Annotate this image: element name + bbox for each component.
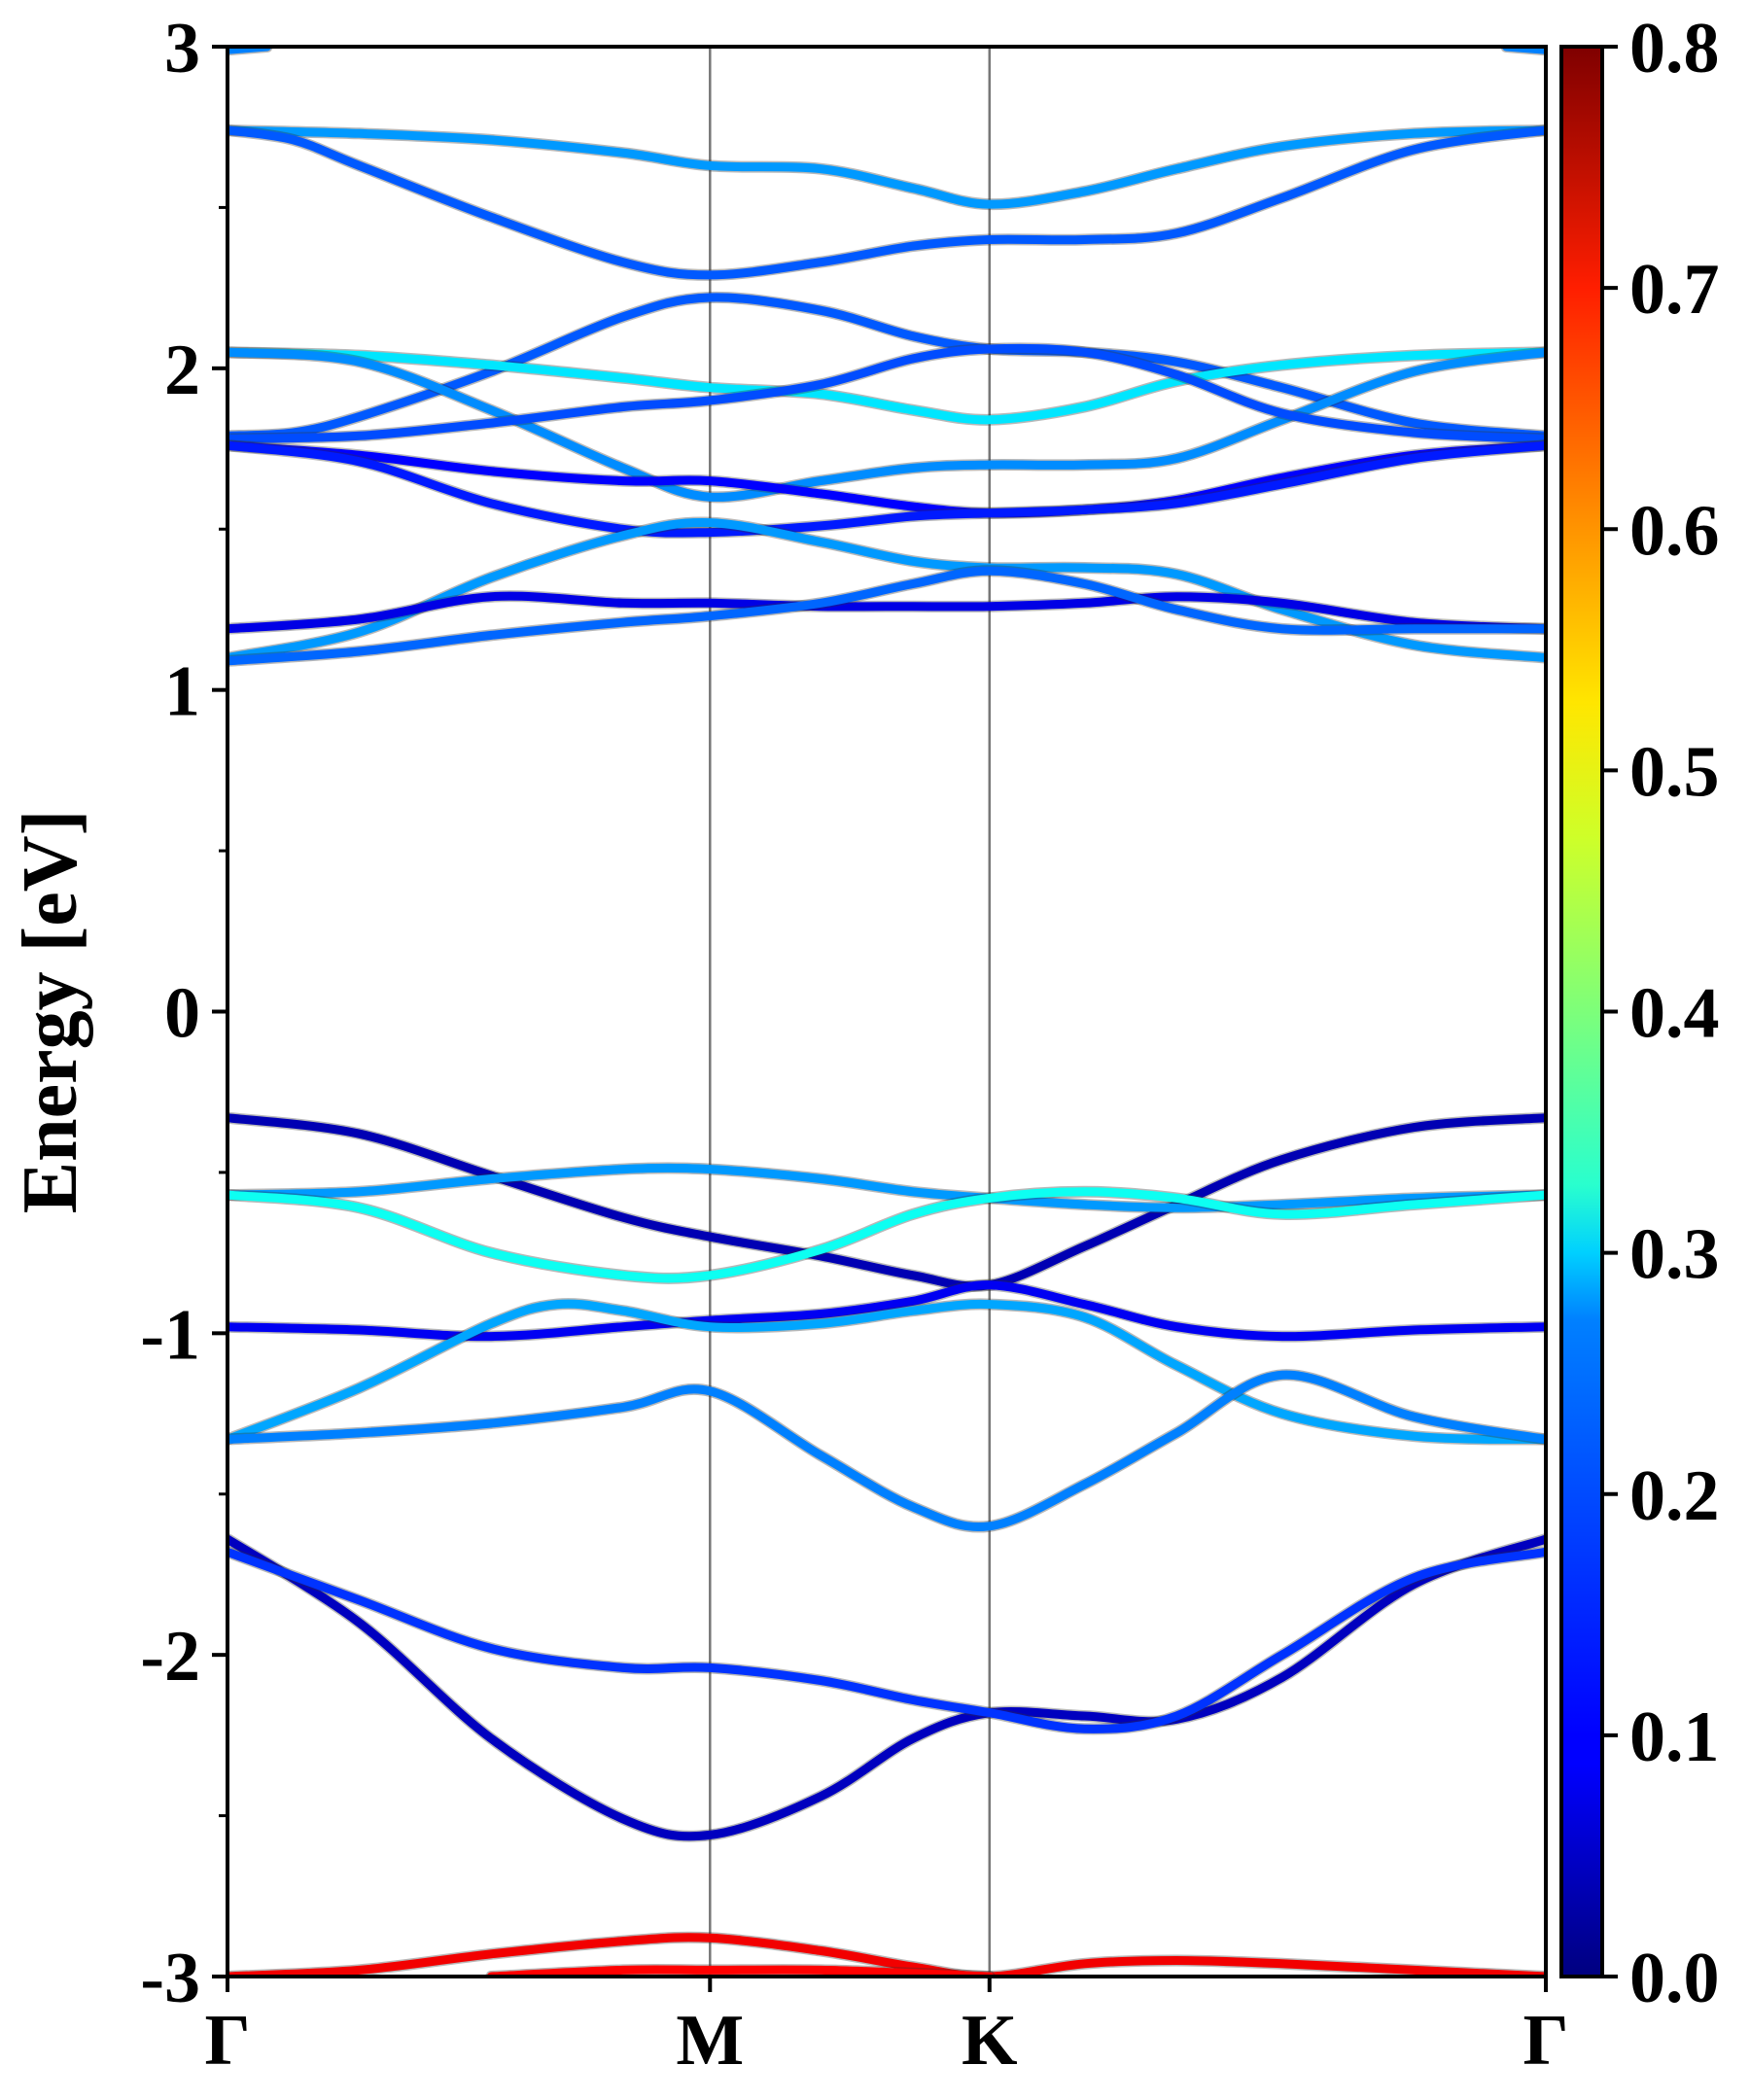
- band-line: [228, 517, 1546, 663]
- band-line: [228, 347, 1546, 425]
- band-line: [228, 440, 1546, 518]
- band-line: [228, 1933, 1546, 1977]
- band-line: [228, 1299, 1546, 1444]
- band-line: [228, 343, 1546, 444]
- y-axis-label: Energy [eV]: [8, 810, 93, 1213]
- kpoint-label: M: [676, 2001, 744, 2081]
- band-line: [228, 1547, 1546, 1733]
- colorbar-tick-label: 0.7: [1629, 250, 1720, 330]
- y-tick-label: -2: [140, 1617, 200, 1697]
- kpoint-label: Γ: [204, 2001, 250, 2081]
- y-axis-ticks: -3 -2 -1 0 1 2 3: [140, 9, 228, 2018]
- band-outline: [228, 1533, 1546, 1842]
- colorbar-tick-label: 0.8: [1629, 9, 1720, 88]
- band-line: [228, 1187, 1546, 1283]
- colorbar-tick-label: 0.4: [1629, 974, 1720, 1054]
- band-outline: [228, 1546, 1546, 1735]
- kpoint-label: K: [962, 2001, 1018, 2081]
- band-line: [228, 566, 1546, 666]
- band-line: [228, 440, 1546, 538]
- band-line: [228, 591, 1546, 634]
- band-outline: [228, 1298, 1546, 1446]
- colorbar-tick-label: 0.6: [1629, 491, 1720, 571]
- band-outline: [228, 1369, 1546, 1533]
- bands: [228, 47, 1546, 1977]
- colorbar-tick-label: 0.1: [1629, 1698, 1720, 1777]
- y-tick-label: -1: [140, 1295, 200, 1375]
- band-line: [228, 1163, 1546, 1212]
- colorbar-gradient: [1559, 45, 1604, 1978]
- y-tick-label: 3: [164, 9, 200, 88]
- high-symmetry-lines: [709, 47, 992, 1977]
- band-line: [228, 1280, 1546, 1342]
- y-tick-label: -3: [140, 1939, 200, 2018]
- y-tick-label: 2: [164, 331, 200, 410]
- band-line: [228, 125, 1546, 209]
- band-line: [228, 1534, 1546, 1841]
- colorbar: 0.0 0.1 0.2 0.3 0.4 0.5 0.6 0.7 0.8: [1559, 9, 1720, 2018]
- y-tick-label: 0: [164, 974, 200, 1054]
- colorbar-tick-label: 0.5: [1629, 732, 1720, 812]
- band-line: [228, 1113, 1546, 1291]
- kpoint-label: Γ: [1522, 2001, 1568, 2081]
- band-line: [228, 293, 1546, 440]
- colorbar-tick-label: 0.0: [1629, 1939, 1720, 2018]
- band-line: [486, 1965, 995, 1977]
- band-line: [228, 125, 1546, 280]
- y-tick-label: 1: [164, 652, 200, 732]
- colorbar-tick-label: 0.3: [1629, 1215, 1720, 1295]
- colorbar-tick-label: 0.2: [1629, 1456, 1720, 1536]
- band-line: [228, 1370, 1546, 1532]
